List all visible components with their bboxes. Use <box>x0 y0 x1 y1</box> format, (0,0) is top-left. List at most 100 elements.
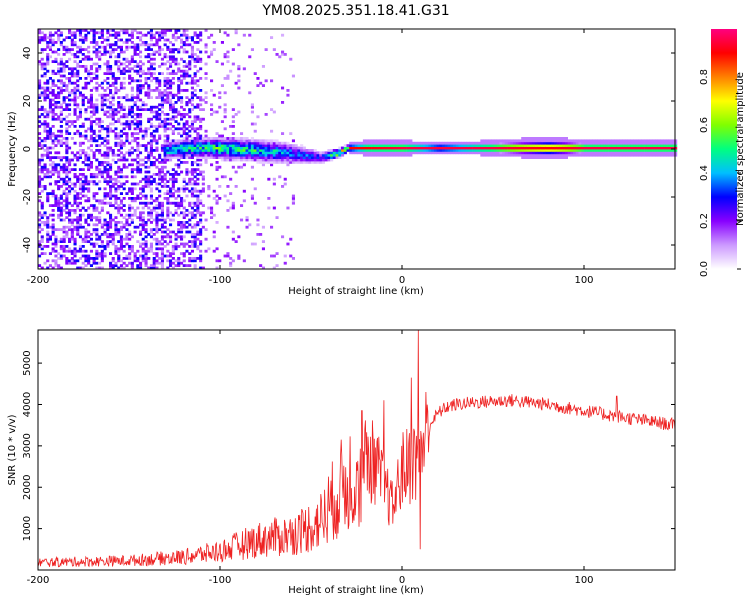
heatmap-cell <box>149 189 153 193</box>
x-tick-label: 0 <box>399 275 405 286</box>
heatmap-cell <box>155 50 159 54</box>
heatmap-cell <box>327 153 331 157</box>
heatmap-cell <box>92 50 96 54</box>
heatmap-cell <box>84 55 88 59</box>
heatmap-cell <box>155 165 159 169</box>
heatmap-cell <box>147 218 151 222</box>
heatmap-cell <box>180 96 184 99</box>
heatmap-cell <box>297 158 301 162</box>
heatmap-cell <box>210 141 214 145</box>
heatmap-cell <box>196 237 200 241</box>
heatmap-cell <box>253 144 257 147</box>
heatmap-cell <box>130 110 134 114</box>
heatmap-cell <box>226 50 230 54</box>
heatmap-cell <box>158 206 162 210</box>
heatmap-cell <box>264 146 268 150</box>
heatmap-cell <box>136 149 140 152</box>
heatmap-cell <box>556 146 560 150</box>
heatmap-cell <box>117 96 121 99</box>
heatmap-cell <box>149 141 153 145</box>
heatmap-cell <box>171 151 175 155</box>
heatmap-cell <box>177 62 181 66</box>
heatmap-cell <box>119 201 123 205</box>
heatmap-cell <box>119 156 123 159</box>
heatmap-cell <box>242 33 246 37</box>
heatmap-cell <box>392 139 396 143</box>
heatmap-cell <box>59 211 63 215</box>
heatmap-cell <box>210 146 214 150</box>
heatmap-cell <box>261 266 265 270</box>
heatmap-cell <box>483 153 487 157</box>
heatmap-cell <box>152 137 156 140</box>
heatmap-cell <box>141 185 145 188</box>
heatmap-cell <box>581 146 585 150</box>
heatmap-cell <box>98 252 102 255</box>
heatmap-cell <box>95 249 99 253</box>
heatmap-cell <box>166 55 170 59</box>
heatmap-cell <box>379 144 383 147</box>
heatmap-cell <box>589 153 593 157</box>
heatmap-cell <box>190 55 194 59</box>
heatmap-cell <box>283 161 287 164</box>
heatmap-cell <box>163 122 167 126</box>
heatmap-cell <box>234 29 238 32</box>
heatmap-cell <box>70 48 74 51</box>
heatmap-cell <box>81 29 85 32</box>
heatmap-cell <box>119 168 123 171</box>
heatmap-cell <box>201 108 205 111</box>
heatmap-cell <box>193 120 197 123</box>
heatmap-cell <box>229 261 233 265</box>
heatmap-cell <box>201 170 205 174</box>
heatmap-cell <box>190 146 194 150</box>
heatmap-cell <box>40 93 44 97</box>
heatmap-cell <box>128 122 132 126</box>
heatmap-cell <box>62 168 66 171</box>
heatmap-cell <box>114 110 118 114</box>
heatmap-cell <box>59 43 63 47</box>
heatmap-cell <box>622 144 626 147</box>
heatmap-cell <box>600 139 604 143</box>
heatmap-cell <box>554 144 558 147</box>
heatmap-cell <box>160 29 164 32</box>
heatmap-cell <box>95 81 99 85</box>
heatmap-cell <box>215 137 219 140</box>
heatmap-cell <box>190 240 194 243</box>
heatmap-cell <box>193 127 197 131</box>
heatmap-cell <box>532 151 536 155</box>
heatmap-cell <box>177 259 181 263</box>
heatmap-cell <box>84 254 88 258</box>
heatmap-cell <box>89 96 93 99</box>
heatmap-cell <box>622 139 626 143</box>
heatmap-cell <box>387 151 391 155</box>
heatmap-cell <box>237 158 241 162</box>
heatmap-cell <box>51 259 55 263</box>
heatmap-cell <box>196 141 200 145</box>
heatmap-cell <box>70 122 74 126</box>
heatmap-cell <box>152 50 156 54</box>
heatmap-cell <box>54 156 58 159</box>
heatmap-cell <box>128 245 132 248</box>
heatmap-cell <box>48 38 52 42</box>
heatmap-cell <box>119 235 123 239</box>
heatmap-cell <box>109 194 113 198</box>
heatmap-cell <box>169 151 173 155</box>
heatmap-cell <box>100 81 104 85</box>
heatmap-cell <box>177 245 181 248</box>
heatmap-cell <box>204 45 208 49</box>
heatmap-cell <box>119 96 123 99</box>
heatmap-cell <box>114 206 118 210</box>
heatmap-cell <box>390 151 394 155</box>
heatmap-cell <box>234 151 238 155</box>
heatmap-cell <box>125 31 129 35</box>
heatmap-cell <box>152 134 156 138</box>
heatmap-cell <box>234 158 238 162</box>
heatmap-cell <box>136 182 140 186</box>
heatmap-cell <box>250 158 254 162</box>
heatmap-cell <box>630 149 634 152</box>
heatmap-cell <box>160 149 164 152</box>
heatmap-cell <box>139 31 143 35</box>
heatmap-cell <box>491 139 495 143</box>
heatmap-cell <box>38 60 42 63</box>
heatmap-cell <box>68 218 72 222</box>
heatmap-cell <box>229 146 233 150</box>
